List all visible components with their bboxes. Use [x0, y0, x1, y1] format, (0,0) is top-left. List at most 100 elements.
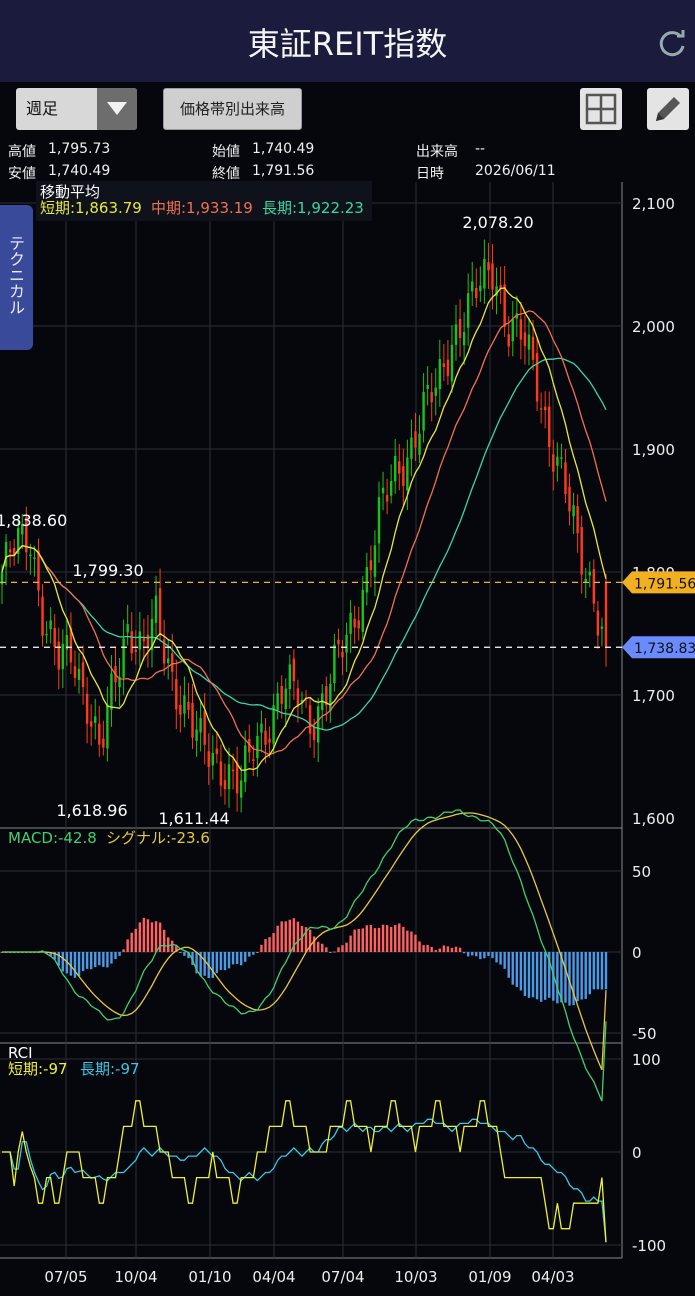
high-label: 高値 — [8, 144, 36, 160]
volume-value: -- — [475, 141, 486, 157]
candle-body — [588, 571, 592, 576]
candle-body — [442, 363, 446, 367]
last-price-tag-box — [622, 636, 695, 659]
candle-body — [142, 638, 146, 642]
rci-long-line — [2, 1118, 607, 1243]
candle-body — [211, 752, 215, 766]
candle-body — [126, 624, 129, 633]
candle-body — [53, 627, 56, 647]
candle-body — [308, 705, 312, 734]
period-select[interactable]: 週足 — [16, 88, 137, 130]
macd-histogram-bar — [357, 928, 360, 952]
macd-histogram-bar — [446, 946, 450, 952]
candle-body — [179, 704, 182, 715]
macd-histogram-bar — [53, 952, 56, 960]
candle-body — [29, 554, 32, 557]
candle-body — [203, 711, 206, 745]
x-tick-label: 01/10 — [188, 1268, 231, 1286]
macd-histogram-bar — [211, 952, 215, 978]
ma-legend-bg — [36, 181, 372, 221]
candle-body — [353, 618, 356, 628]
macd-histogram-bar — [426, 944, 429, 952]
candle-body — [300, 699, 304, 703]
macd-histogram-bar — [369, 925, 373, 952]
macd-histogram-bar — [223, 952, 227, 971]
candle-body — [16, 528, 20, 554]
candle-body — [312, 726, 316, 741]
macd-histogram-bar — [183, 952, 186, 956]
candle-body — [134, 649, 137, 652]
macd-histogram-bar — [491, 952, 494, 959]
candle-body — [576, 506, 579, 534]
candle-body — [110, 673, 113, 710]
volume-profile-button[interactable]: 価格帯別出来高 — [163, 88, 302, 130]
macd-histogram-bar — [284, 921, 287, 952]
candle-body — [296, 688, 300, 707]
candle-body — [162, 639, 166, 664]
macd-histogram-bar — [256, 951, 259, 953]
candle-body — [284, 688, 287, 709]
macd-histogram-bar — [94, 952, 97, 968]
macd-histogram-bar — [118, 952, 121, 956]
candle-body — [235, 762, 239, 794]
y-tick-label: -50 — [632, 1025, 657, 1043]
long-ma-line — [1, 357, 607, 731]
macd-histogram-bar — [584, 952, 587, 999]
technical-tab[interactable]: テクニカル — [0, 205, 33, 350]
close-value: 1,791.56 — [252, 163, 315, 179]
candle-body — [568, 486, 571, 512]
candle-body — [187, 701, 190, 710]
macd-histogram-bar — [142, 917, 146, 952]
macd-histogram-bar — [503, 952, 506, 969]
candle-body — [260, 723, 263, 733]
date-label: 日時 — [416, 166, 444, 182]
macd-histogram-bar — [406, 930, 409, 952]
layout-grid-icon[interactable] — [580, 88, 622, 130]
x-tick-label: 10/04 — [114, 1268, 157, 1286]
macd-histogram-bar — [215, 952, 219, 974]
low-price-label: 1,611.44 — [158, 809, 229, 828]
macd-histogram-bar — [150, 922, 154, 952]
ma-long-legend: 長期:1,922.23 — [262, 199, 364, 217]
macd-histogram-bar — [130, 932, 133, 952]
y-tick-label: 0 — [632, 1144, 642, 1162]
macd-histogram-bar — [422, 945, 425, 952]
short-ma-line — [1, 287, 607, 771]
candle-body — [548, 406, 551, 448]
pencil-icon[interactable] — [647, 88, 689, 130]
candle-body — [483, 258, 486, 289]
candle-body — [584, 578, 587, 582]
macd-histogram-bar — [195, 952, 198, 974]
macd-histogram-bar — [166, 937, 170, 952]
macd-histogram-bar — [162, 929, 166, 952]
candle-body — [292, 658, 296, 682]
candle-body — [349, 612, 352, 634]
candle-body — [600, 626, 604, 629]
x-tick-label: 07/04 — [321, 1268, 364, 1286]
high-value: 1,795.73 — [48, 141, 111, 157]
refresh-icon[interactable] — [655, 26, 689, 60]
candle-body — [175, 679, 178, 710]
macd-histogram-bar — [175, 945, 178, 952]
macd-histogram-bar — [231, 952, 235, 965]
candle-body — [495, 286, 498, 296]
candle-body — [507, 334, 510, 347]
candle-body — [369, 560, 373, 571]
candle-body — [543, 406, 547, 411]
macd-histogram-bar — [414, 934, 417, 952]
candle-body — [106, 704, 109, 749]
candle-body — [426, 385, 429, 389]
candle-body — [244, 745, 247, 783]
macd-histogram-bar — [511, 952, 514, 985]
macd-histogram-bar — [146, 919, 150, 952]
macd-histogram-bar — [592, 952, 596, 990]
candle-body — [377, 497, 381, 544]
candle-body — [183, 695, 186, 714]
macd-histogram-bar — [106, 952, 109, 968]
candle-body — [438, 359, 442, 390]
macd-histogram-bar — [442, 945, 446, 952]
macd-legend: MACD:-42.8 — [8, 829, 97, 847]
macd-histogram-bar — [171, 940, 174, 952]
candle-body — [280, 686, 283, 704]
